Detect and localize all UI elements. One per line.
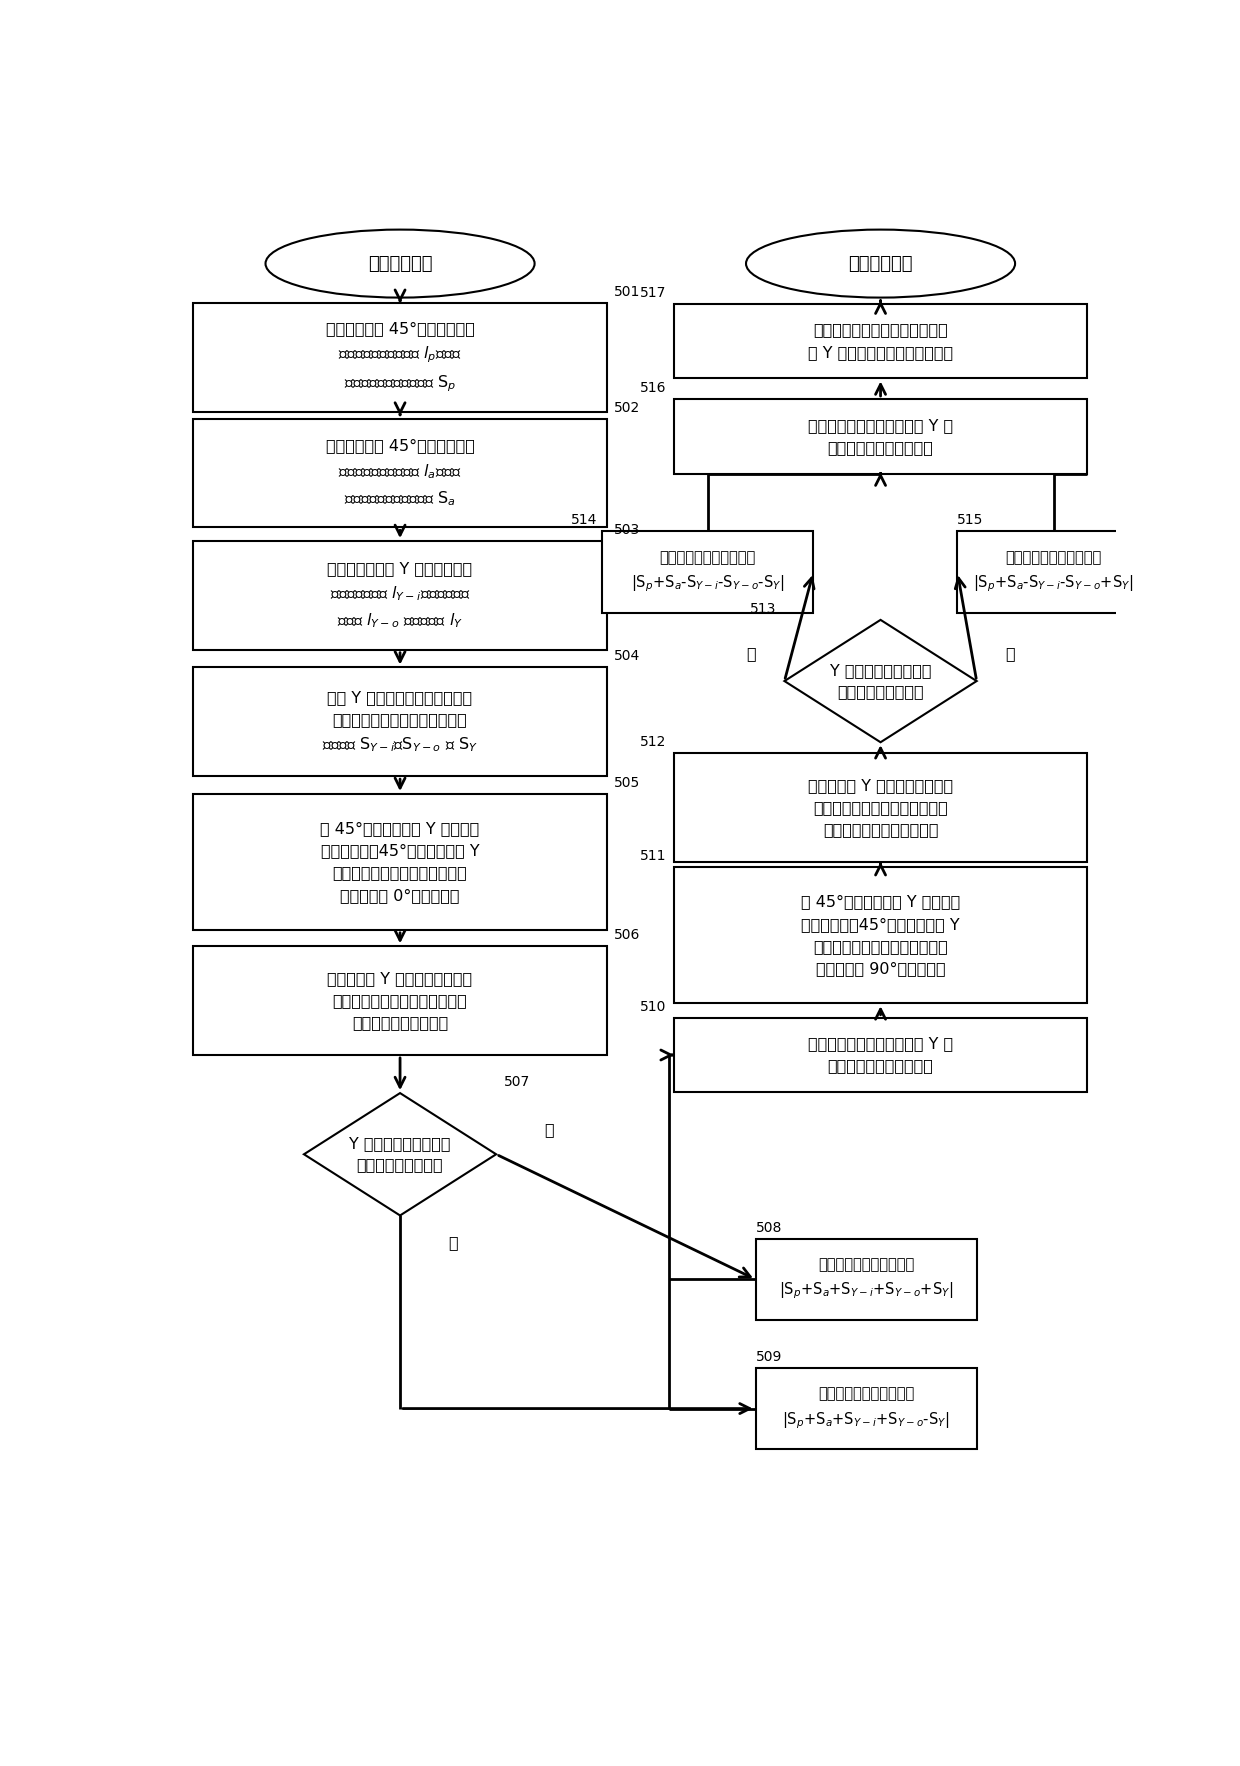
FancyBboxPatch shape — [675, 752, 1087, 862]
Text: 定位到消光比特征峰位置
|S$_p$+S$_a$+S$_{Y-i}$+S$_{Y-o}$+S$_Y$|: 定位到消光比特征峰位置 |S$_p$+S$_a$+S$_{Y-i}$+S$_{Y… — [779, 1257, 954, 1302]
Text: 501: 501 — [614, 284, 641, 298]
Text: 517: 517 — [640, 286, 666, 300]
Text: 502: 502 — [614, 401, 641, 415]
Text: 将 45°起偏器尾纤与 Y 波导输入
尾纤连接点、45°检偏器尾纤与 Y
波导输出尾纤连接点的对轴角度
同时调节为 90°并进行熔接: 将 45°起偏器尾纤与 Y 波导输入 尾纤连接点、45°检偏器尾纤与 Y 波导输… — [801, 895, 960, 977]
Polygon shape — [785, 620, 977, 742]
Text: 随机选取一个 45°检偏器，测量
其保偏尾纤长度，记为 $l_a$，并计
算光纤对应的光程，记为 S$_a$: 随机选取一个 45°检偏器，测量 其保偏尾纤长度，记为 $l_a$，并计 算光纤… — [326, 438, 475, 507]
Text: 获取并记录第二次测量所得 Y 波
导芯片消光比的测量结果: 获取并记录第二次测量所得 Y 波 导芯片消光比的测量结果 — [808, 419, 954, 456]
Text: 否: 否 — [448, 1234, 458, 1250]
FancyBboxPatch shape — [957, 532, 1149, 613]
Text: 将熔接后的 Y 波导待测光路接入
白光干涉仪系统，测量得到干涉
信号，并作为数据存储: 将熔接后的 Y 波导待测光路接入 白光干涉仪系统，测量得到干涉 信号，并作为数据… — [327, 971, 472, 1030]
FancyBboxPatch shape — [193, 304, 606, 411]
Text: 获取并记录第一次测量所得 Y 波
导芯片消光比的测量结果: 获取并记录第一次测量所得 Y 波 导芯片消光比的测量结果 — [808, 1037, 954, 1074]
Text: 器件测试结束: 器件测试结束 — [848, 254, 913, 272]
Text: 随机选取一个 45°起偏器，测量
其保偏尾纤长度，记为 $l_p$，并计
算光纤对应的光程，记为 S$_p$: 随机选取一个 45°起偏器，测量 其保偏尾纤长度，记为 $l_p$，并计 算光纤… — [326, 321, 475, 394]
Text: 开始器件测试: 开始器件测试 — [368, 254, 433, 272]
Text: 定位到消光比特征峰位置
|S$_p$+S$_a$+S$_{Y-i}$+S$_{Y-o}$-S$_Y$|: 定位到消光比特征峰位置 |S$_p$+S$_a$+S$_{Y-i}$+S$_{Y… — [782, 1386, 950, 1430]
Text: 将熔接后的 Y 波导待测光路再次
接入白光干涉仪系统，测量得到
干涉信号，并作为数据存储: 将熔接后的 Y 波导待测光路再次 接入白光干涉仪系统，测量得到 干涉信号，并作为… — [808, 777, 954, 837]
FancyBboxPatch shape — [193, 795, 606, 931]
Text: 509: 509 — [755, 1349, 782, 1363]
Text: Y 波导尾纤的快轴与波
导芯片的通光轴对准: Y 波导尾纤的快轴与波 导芯片的通光轴对准 — [350, 1136, 451, 1173]
Text: 506: 506 — [614, 929, 641, 941]
Text: 507: 507 — [503, 1075, 529, 1090]
Text: 否: 否 — [1006, 646, 1016, 660]
Polygon shape — [304, 1093, 496, 1215]
Text: 是: 是 — [746, 646, 755, 660]
Text: 514: 514 — [570, 514, 596, 528]
FancyBboxPatch shape — [193, 668, 606, 777]
Text: 516: 516 — [640, 381, 666, 396]
FancyBboxPatch shape — [193, 540, 606, 650]
Text: 511: 511 — [640, 849, 666, 864]
Text: 503: 503 — [614, 523, 641, 537]
FancyBboxPatch shape — [675, 1017, 1087, 1093]
FancyBboxPatch shape — [601, 532, 813, 613]
Text: 512: 512 — [640, 735, 666, 749]
Text: 定位到消光比特征峰位置
|S$_p$+S$_a$-S$_{Y-i}$-S$_{Y-o}$+S$_Y$|: 定位到消光比特征峰位置 |S$_p$+S$_a$-S$_{Y-i}$-S$_{Y… — [973, 551, 1133, 593]
Text: 是: 是 — [544, 1123, 554, 1137]
Text: 510: 510 — [640, 1000, 666, 1014]
Text: 定位到消光比特征峰位置
|S$_p$+S$_a$-S$_{Y-i}$-S$_{Y-o}$-S$_Y$|: 定位到消光比特征峰位置 |S$_p$+S$_a$-S$_{Y-i}$-S$_{Y… — [631, 551, 784, 593]
Ellipse shape — [746, 230, 1016, 298]
FancyBboxPatch shape — [193, 419, 606, 528]
Ellipse shape — [265, 230, 534, 298]
Text: 504: 504 — [614, 650, 641, 664]
Text: 将 45°起偏器尾纤与 Y 波导输入
尾纤连接点、45°检偏器尾纤与 Y
波导输出尾纤连接点的对轴角度
同时设定为 0°并进行熔接: 将 45°起偏器尾纤与 Y 波导输入 尾纤连接点、45°检偏器尾纤与 Y 波导输… — [320, 821, 480, 902]
Text: 计算两次测量结果的平均值，作
为 Y 波导芯片消光比最终测量值: 计算两次测量结果的平均值，作 为 Y 波导芯片消光比最终测量值 — [808, 323, 954, 360]
FancyBboxPatch shape — [755, 1238, 977, 1321]
Text: 515: 515 — [957, 514, 983, 528]
Text: 505: 505 — [614, 775, 641, 789]
FancyBboxPatch shape — [675, 399, 1087, 473]
FancyBboxPatch shape — [193, 947, 606, 1054]
FancyBboxPatch shape — [675, 304, 1087, 378]
Text: Y 波导尾纤的快轴与波
导芯片的通光轴对准: Y 波导尾纤的快轴与波 导芯片的通光轴对准 — [830, 662, 931, 699]
Text: 计算 Y 波导器件的输入尾纤、输
出尾纤和芯片所对应的光程，并
分别记为 S$_{Y-i}$、S$_{Y-o}$ 及 S$_Y$: 计算 Y 波导器件的输入尾纤、输 出尾纤和芯片所对应的光程，并 分别记为 S$_… — [322, 691, 479, 754]
Text: 测量并记录待测 Y 波导器件的输
入保偏尾纤长度 $l_{Y-i}$、输出保偏尾
纤长度 $l_{Y-o}$ 和芯片长度 $l_Y$: 测量并记录待测 Y 波导器件的输 入保偏尾纤长度 $l_{Y-i}$、输出保偏尾… — [327, 562, 472, 630]
FancyBboxPatch shape — [675, 867, 1087, 1003]
FancyBboxPatch shape — [755, 1367, 977, 1450]
Text: 508: 508 — [755, 1220, 782, 1234]
Text: 513: 513 — [750, 602, 776, 616]
